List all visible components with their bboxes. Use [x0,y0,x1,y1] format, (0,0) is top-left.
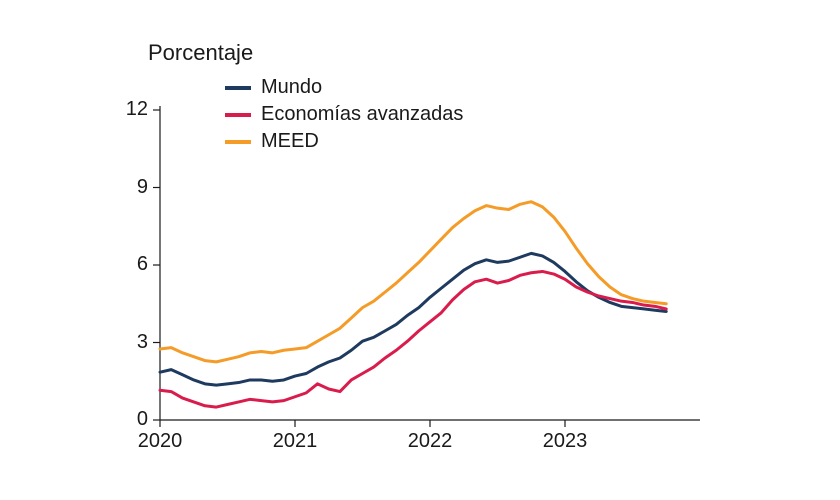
y-tick-label: 3 [108,331,148,354]
legend-item: Mundo [225,76,463,99]
legend-swatch [225,113,251,117]
legend-item: Economías avanzadas [225,103,463,126]
legend-label: Economías avanzadas [261,103,463,126]
x-tick-label: 2022 [400,430,460,453]
y-tick-label: 6 [108,253,148,276]
y-tick-label: 9 [108,176,148,199]
legend-swatch [225,140,251,144]
x-tick-label: 2020 [130,430,190,453]
chart-container: Porcentaje MundoEconomías avanzadasMEED … [100,40,720,460]
legend-item: MEED [225,130,463,153]
y-tick-label: 0 [108,408,148,431]
y-tick-label: 12 [108,98,148,121]
legend-label: Mundo [261,76,322,99]
legend: Mundo Economías avanzadas MEED [225,76,463,157]
x-tick-label: 2023 [535,430,595,453]
x-tick-label: 2021 [265,430,325,453]
legend-label: MEED [261,130,319,153]
legend-swatch [225,86,251,90]
